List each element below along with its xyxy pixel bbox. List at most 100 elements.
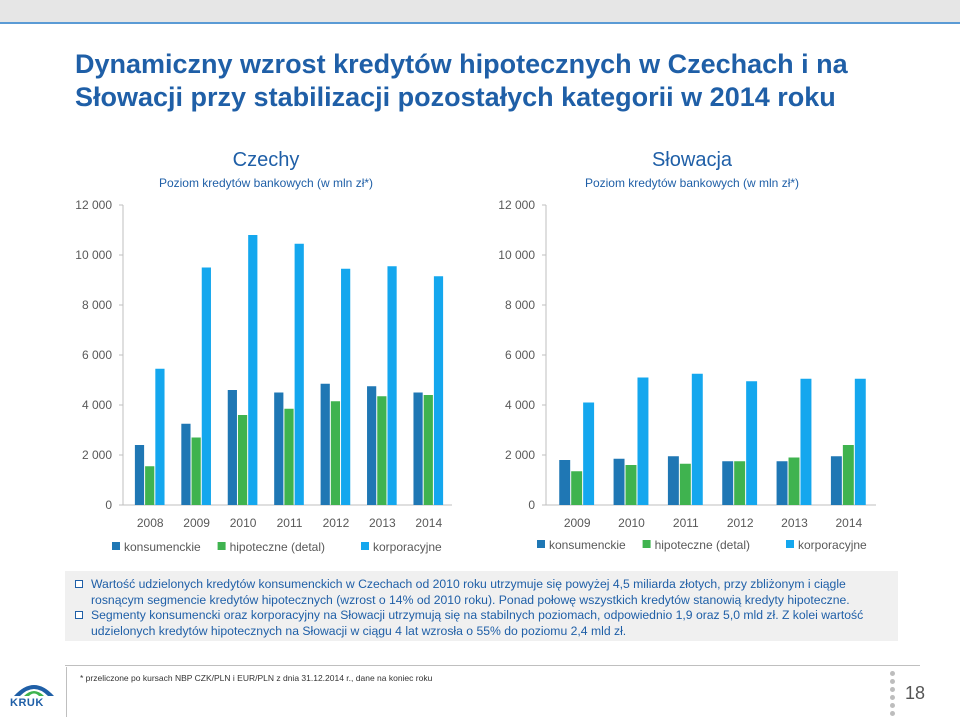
y-tick-label: 2 000 xyxy=(82,448,112,462)
bar-korporacyjne xyxy=(433,276,444,505)
top-bar xyxy=(0,0,960,22)
bar-konsumenckie xyxy=(413,392,423,505)
bullet-square-icon xyxy=(75,611,83,619)
page-title: Dynamiczny wzrost kredytów hipotecznych … xyxy=(75,49,848,112)
y-tick-label: 12 000 xyxy=(75,198,112,212)
bar-konsumenckie xyxy=(722,461,734,505)
bar-korporacyjne xyxy=(294,243,304,505)
bar-korporacyjne xyxy=(746,381,758,505)
bar-konsumenckie xyxy=(181,423,191,505)
chart-subtitle: Poziom kredytów bankowych (w mln zł*) xyxy=(159,176,373,190)
bar-korporacyjne xyxy=(854,378,866,505)
bar-konsumenckie xyxy=(274,392,284,505)
x-tick-label: 2009 xyxy=(183,516,210,530)
bar-hipoteczne xyxy=(788,457,800,505)
bar-korporacyjne xyxy=(341,268,351,505)
bar-konsumenckie xyxy=(776,461,788,505)
legend-swatch xyxy=(642,540,651,548)
footer-vertical-divider xyxy=(66,667,67,717)
x-tick-label: 2008 xyxy=(137,516,164,530)
summary-box: Wartość udzielonych kredytów konsumencki… xyxy=(65,571,898,641)
bar-hipoteczne xyxy=(237,415,248,505)
bullet-square-icon xyxy=(75,580,83,588)
bar-konsumenckie xyxy=(559,460,571,505)
bar-hipoteczne xyxy=(145,466,155,505)
bullet-item: Segmenty konsumencki oraz korporacyjny n… xyxy=(75,607,895,639)
top-accent-line xyxy=(0,22,960,24)
legend-label: hipoteczne (detal) xyxy=(655,538,750,552)
bar-konsumenckie xyxy=(320,383,330,505)
bar-hipoteczne xyxy=(734,461,746,505)
bar-hipoteczne xyxy=(191,437,201,505)
logo-text: KRUK xyxy=(10,697,44,709)
bar-hipoteczne xyxy=(377,396,387,505)
bar-korporacyjne xyxy=(800,378,812,505)
legend-swatch xyxy=(786,540,794,548)
bar-korporacyjne xyxy=(387,266,397,505)
bar-konsumenckie xyxy=(367,386,377,505)
bar-korporacyjne xyxy=(248,235,258,505)
bar-korporacyjne xyxy=(637,377,649,505)
chart-subtitle: Poziom kredytów bankowych (w mln zł*) xyxy=(585,176,799,190)
x-tick-label: 2011 xyxy=(277,516,303,530)
x-tick-label: 2014 xyxy=(835,516,862,530)
x-tick-label: 2009 xyxy=(564,516,591,530)
y-tick-label: 4 000 xyxy=(505,398,535,412)
legend-label: konsumenckie xyxy=(124,540,201,554)
legend-swatch xyxy=(537,540,545,548)
bar-hipoteczne xyxy=(330,401,341,505)
y-tick-label: 10 000 xyxy=(75,248,112,262)
bar-korporacyjne xyxy=(155,368,165,505)
x-tick-label: 2014 xyxy=(415,516,442,530)
bar-konsumenckie xyxy=(830,456,842,505)
x-tick-label: 2013 xyxy=(369,516,396,530)
x-tick-label: 2011 xyxy=(673,516,699,530)
y-tick-label: 0 xyxy=(105,498,112,512)
bar-korporacyjne xyxy=(691,373,703,505)
x-tick-label: 2013 xyxy=(781,516,808,530)
y-tick-label: 12 000 xyxy=(498,198,535,212)
bar-hipoteczne xyxy=(284,408,294,505)
x-tick-label: 2010 xyxy=(230,516,257,530)
bar-konsumenckie xyxy=(227,390,237,505)
chart-title: Słowacja xyxy=(652,149,733,171)
legend-label: korporacyjne xyxy=(373,540,442,554)
y-tick-label: 4 000 xyxy=(82,398,112,412)
charts-area: Czechy Poziom kredytów bankowych (w mln z… xyxy=(75,149,876,554)
y-tick-label: 6 000 xyxy=(82,348,112,362)
bullet-text: Wartość udzielonych kredytów konsumencki… xyxy=(91,577,850,607)
decorative-dots-icon xyxy=(888,668,898,719)
x-tick-label: 2012 xyxy=(727,516,754,530)
x-tick-label: 2010 xyxy=(618,516,645,530)
bar-hipoteczne xyxy=(423,395,433,505)
y-tick-label: 0 xyxy=(528,498,535,512)
bullet-text: Segmenty konsumencki oraz korporacyjny n… xyxy=(91,608,864,638)
bullet-item: Wartość udzielonych kredytów konsumencki… xyxy=(75,576,895,608)
legend-label: korporacyjne xyxy=(798,538,867,552)
bar-korporacyjne xyxy=(201,267,211,505)
bar-korporacyjne xyxy=(583,402,595,505)
y-tick-label: 6 000 xyxy=(505,348,535,362)
legend-label: hipoteczne (detal) xyxy=(230,540,325,554)
bar-konsumenckie xyxy=(667,456,679,505)
footnote: * przeliczone po kursach NBP CZK/PLN i E… xyxy=(80,673,433,683)
bar-hipoteczne xyxy=(571,471,583,505)
bar-konsumenckie xyxy=(134,445,145,505)
y-tick-label: 8 000 xyxy=(505,298,535,312)
footer-divider xyxy=(65,665,920,666)
chart-title: Czechy xyxy=(233,149,300,171)
x-tick-label: 2012 xyxy=(323,516,350,530)
y-tick-label: 8 000 xyxy=(82,298,112,312)
legend-label: konsumenckie xyxy=(549,538,626,552)
bar-konsumenckie xyxy=(613,458,625,505)
bar-hipoteczne xyxy=(842,445,854,505)
kruk-logo-icon xyxy=(14,685,54,696)
legend-swatch xyxy=(361,542,369,550)
page-number: 18 xyxy=(905,683,926,703)
bar-hipoteczne xyxy=(625,465,637,505)
legend-swatch xyxy=(217,542,226,550)
y-tick-label: 2 000 xyxy=(505,448,535,462)
bar-hipoteczne xyxy=(679,463,691,505)
legend-swatch xyxy=(112,542,120,550)
y-tick-label: 10 000 xyxy=(498,248,535,262)
